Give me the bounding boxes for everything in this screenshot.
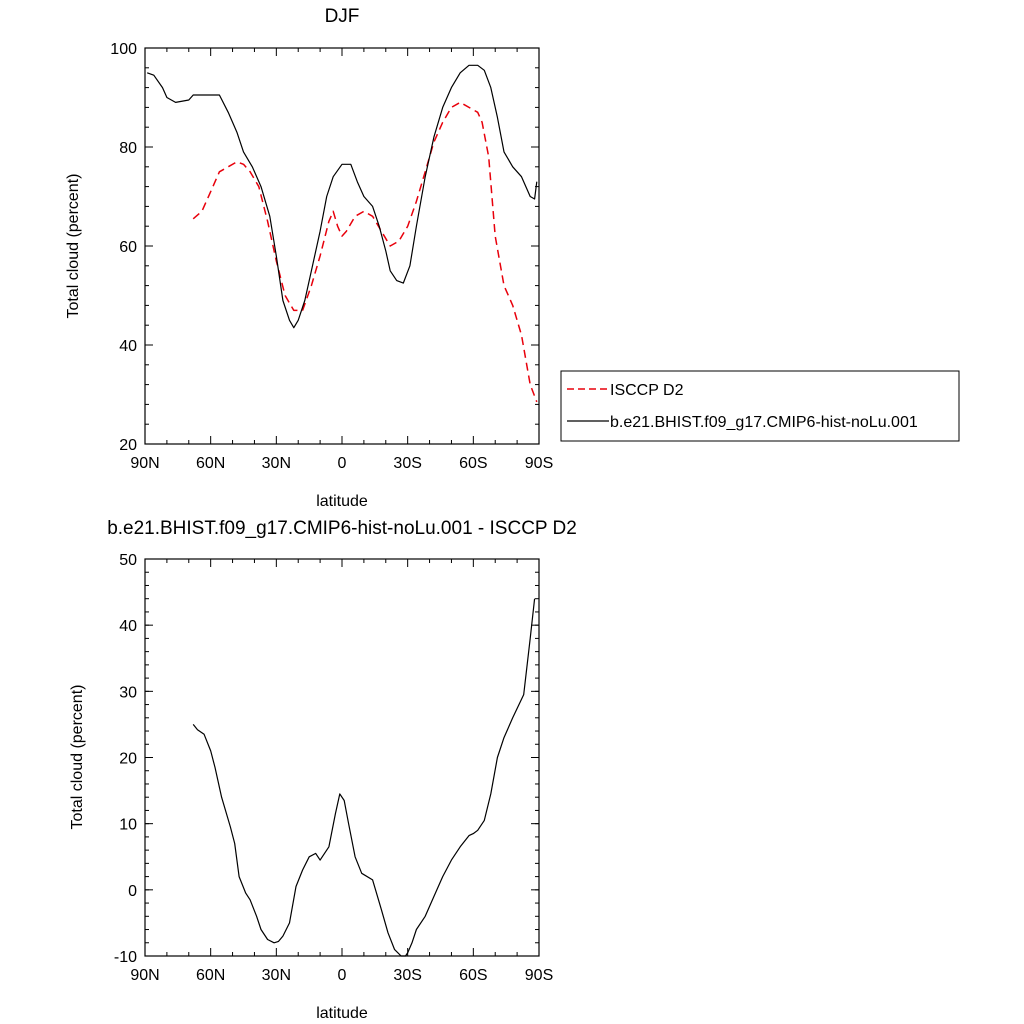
- y-tick-label: 30: [119, 684, 137, 701]
- top-chart-xlabel: latitude: [316, 493, 368, 510]
- x-tick-label: 30N: [262, 967, 291, 984]
- y-tick-label: 40: [119, 338, 137, 355]
- x-tick-label: 60N: [196, 455, 225, 472]
- x-tick-label: 60S: [459, 967, 487, 984]
- legend-box: [560, 370, 960, 442]
- y-tick-label: 50: [119, 552, 137, 569]
- legend-label-isccp: ISCCP D2: [610, 382, 684, 399]
- y-tick-label: 10: [119, 817, 137, 834]
- y-tick-label: -10: [114, 949, 137, 966]
- y-tick-label: 80: [119, 140, 137, 157]
- x-tick-label: 30S: [393, 455, 421, 472]
- bottom-chart-xlabel: latitude: [316, 1005, 368, 1022]
- bottom-chart: b.e21.BHIST.f09_g17.CMIP6-hist-noLu.001 …: [69, 518, 577, 1022]
- x-tick-label: 0: [338, 967, 347, 984]
- bottom-chart-ylabel: Total cloud (percent): [69, 685, 86, 830]
- top-chart-series-group: [146, 64, 538, 403]
- y-tick-label: 40: [119, 618, 137, 635]
- top-chart: DJF Total cloud (percent) latitude 90N 60…: [65, 6, 960, 510]
- series-line-model: [146, 64, 538, 329]
- y-tick-label: 60: [119, 239, 137, 256]
- bottom-chart-series-group: [192, 598, 536, 957]
- top-chart-frame: [144, 47, 540, 445]
- bottom-chart-frame: [144, 558, 540, 957]
- y-tick-label: 0: [128, 883, 137, 900]
- bottom-chart-axes: 90N 60N 30N 0 30S 60S 90S 50 40 30 20 10 0 -10: [114, 552, 553, 984]
- x-tick-label: 60S: [459, 455, 487, 472]
- y-tick-label: 20: [119, 751, 137, 768]
- x-tick-label: 30S: [393, 967, 421, 984]
- y-tick-label: 100: [110, 41, 137, 58]
- top-chart-title: DJF: [325, 6, 360, 27]
- bottom-chart-title: b.e21.BHIST.f09_g17.CMIP6-hist-noLu.001 …: [107, 518, 577, 539]
- series-line-difference: [192, 598, 536, 957]
- x-tick-label: 90S: [525, 967, 553, 984]
- top-chart-legend: ISCCP D2 b.e21.BHIST.f09_g17.CMIP6-hist-…: [560, 370, 960, 442]
- x-tick-label: 0: [338, 455, 347, 472]
- legend-label-model: b.e21.BHIST.f09_g17.CMIP6-hist-noLu.001: [610, 414, 918, 431]
- x-tick-label: 30N: [262, 455, 291, 472]
- x-tick-label: 90N: [130, 455, 159, 472]
- x-tick-label: 60N: [196, 967, 225, 984]
- x-tick-label: 90N: [130, 967, 159, 984]
- y-tick-label: 20: [119, 437, 137, 454]
- top-chart-axes: 90N 60N 30N 0 30S 60S 90S 100 80 60 40 20: [110, 41, 553, 472]
- top-chart-ylabel: Total cloud (percent): [65, 174, 82, 319]
- x-tick-label: 90S: [525, 455, 553, 472]
- series-line-isccp-d2: [192, 101, 538, 403]
